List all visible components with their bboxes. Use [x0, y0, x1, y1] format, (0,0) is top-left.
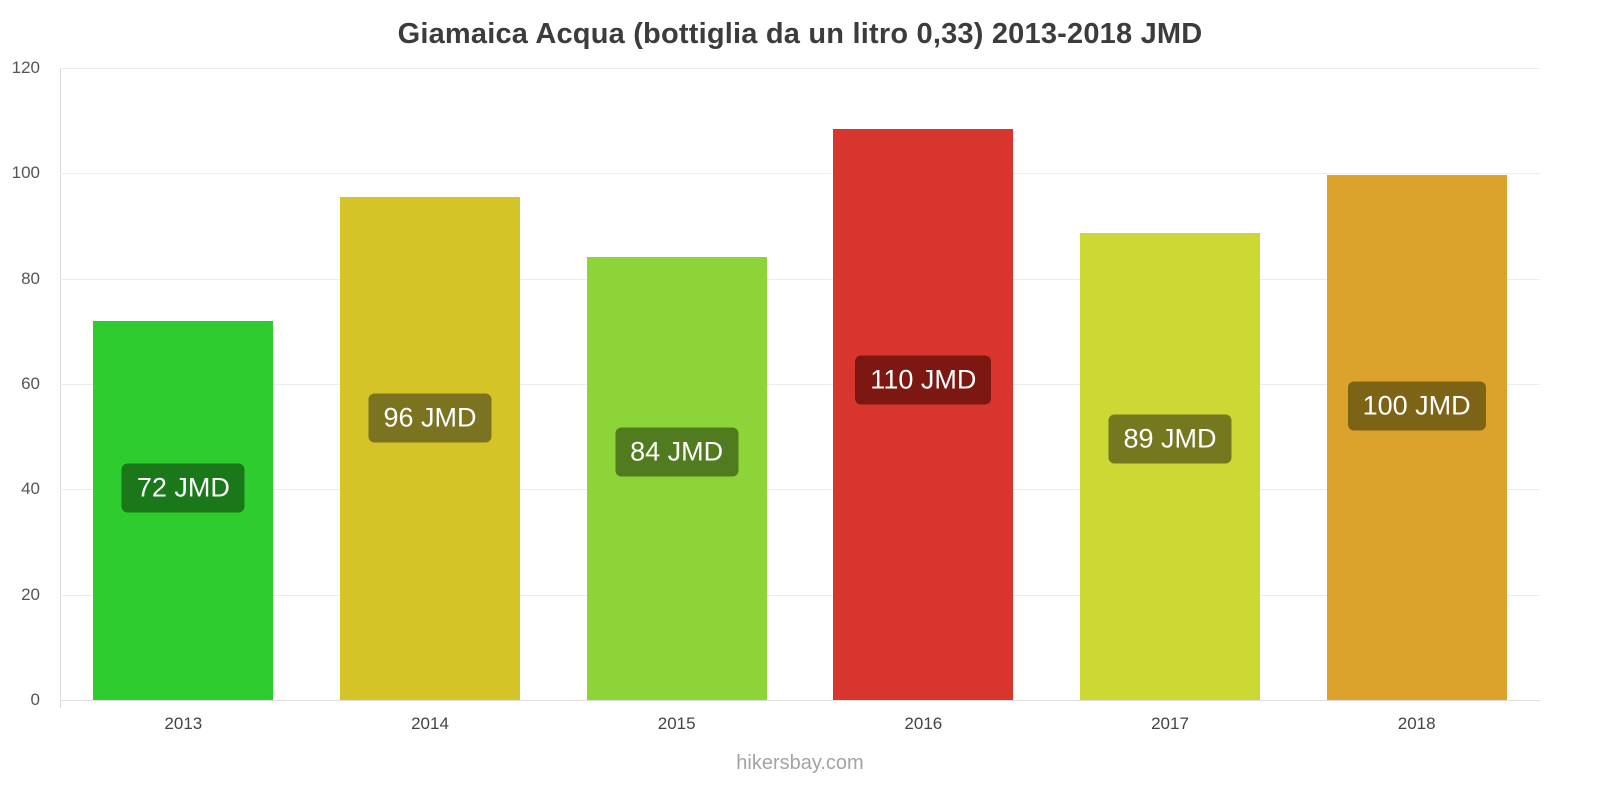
gridline-60 [60, 384, 1540, 385]
y-tick-label-60: 60 [21, 374, 40, 393]
x-tick-label-2013: 2013 [164, 714, 203, 733]
bar-2013: 72 JMD [93, 320, 274, 700]
footer-text: hikersbay.com [736, 752, 864, 774]
y-tick-label-80: 80 [21, 268, 40, 288]
bar-value-label-2016: 110 JMD [855, 355, 992, 405]
gridline-40 [60, 489, 1540, 491]
bar-value-label-2014: 96 JMD [368, 393, 492, 443]
x-tick-label-2018: 2018 [1397, 714, 1436, 733]
plot-area: 72 JMD 96 JMD 84 JMD 110 JMD 89 JMD 100 JMD [60, 68, 1540, 708]
y-tick-label-20: 20 [21, 584, 40, 604]
bar-2015: 84 JMD [586, 256, 767, 700]
gridline-20 [60, 594, 1540, 596]
x-tick-label-2016: 2016 [904, 714, 943, 733]
gridline-80 [60, 278, 1540, 280]
bar-value-label-2015: 84 JMD [615, 427, 739, 477]
y-tick-label-0: 0 [30, 690, 40, 709]
chart-title: Giamaica Acqua (bottiglia da un litro 0,… [397, 18, 1203, 50]
bar-2014: 96 JMD [340, 196, 520, 700]
x-tick-label-2015: 2015 [657, 714, 696, 733]
bar-value-label-2013: 72 JMD [121, 463, 245, 513]
y-axis-line [60, 68, 61, 708]
gridline-100 [60, 173, 1540, 175]
y-tick-label-40: 40 [21, 479, 40, 499]
x-tick-label-2014: 2014 [411, 714, 449, 733]
gridline-120 [60, 68, 1540, 69]
y-tick-label-100: 100 [11, 163, 40, 183]
bar-value-label-2017: 89 JMD [1108, 414, 1232, 464]
gridline-0 [60, 700, 1540, 701]
x-tick-label-2017: 2017 [1151, 714, 1189, 733]
y-tick-label-120: 120 [11, 58, 40, 77]
bar-value-label-2018: 100 JMD [1347, 381, 1486, 431]
bar-2016: 110 JMD [833, 128, 1014, 700]
x-axis-labels: 2013 2014 2015 2016 2017 2018 [60, 700, 1540, 744]
bar-2018: 100 JMD [1326, 175, 1507, 700]
bar-2017: 89 JMD [1080, 233, 1260, 700]
y-axis-labels: 0 20 40 60 80 100 120 [0, 58, 46, 709]
